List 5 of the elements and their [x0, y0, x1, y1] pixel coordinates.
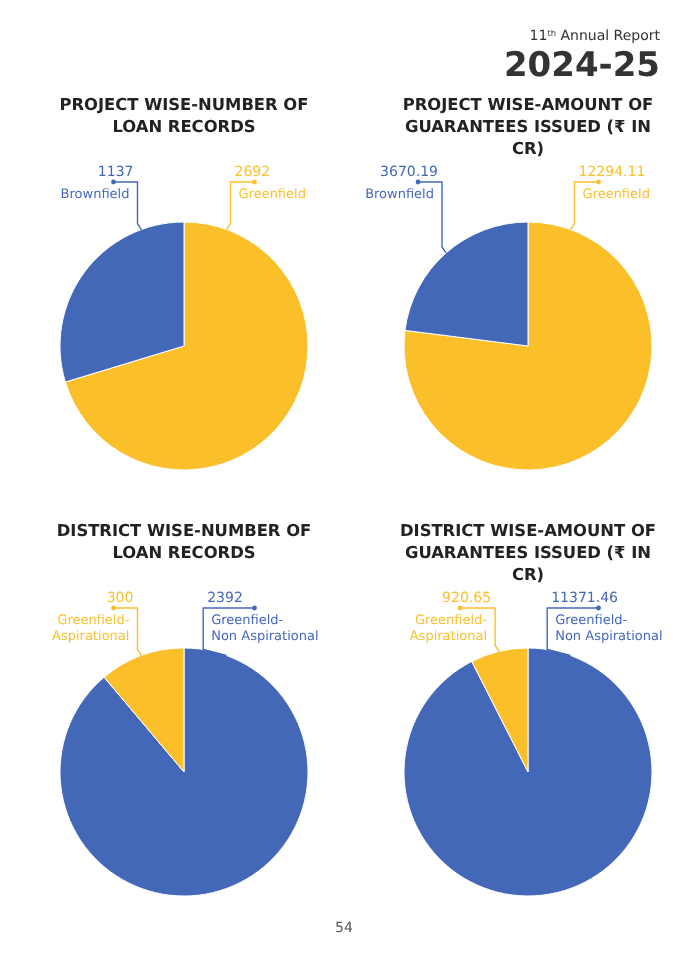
chart-title: PROJECT WISE-AMOUNT OF GUARANTEES ISSUED (₹ IN CR)	[402, 94, 654, 158]
text: 2024-25	[503, 46, 660, 86]
chart-title: DISTRICT WISE-NUMBER OF LOAN RECORDS	[56, 520, 312, 562]
chart-title: PROJECT WISE-NUMBER OF LOAN RECORDS	[59, 94, 309, 136]
chart-title: DISTRICT WISE-AMOUNT OF GUARANTEES ISSUED (₹ IN CR)	[399, 520, 657, 584]
